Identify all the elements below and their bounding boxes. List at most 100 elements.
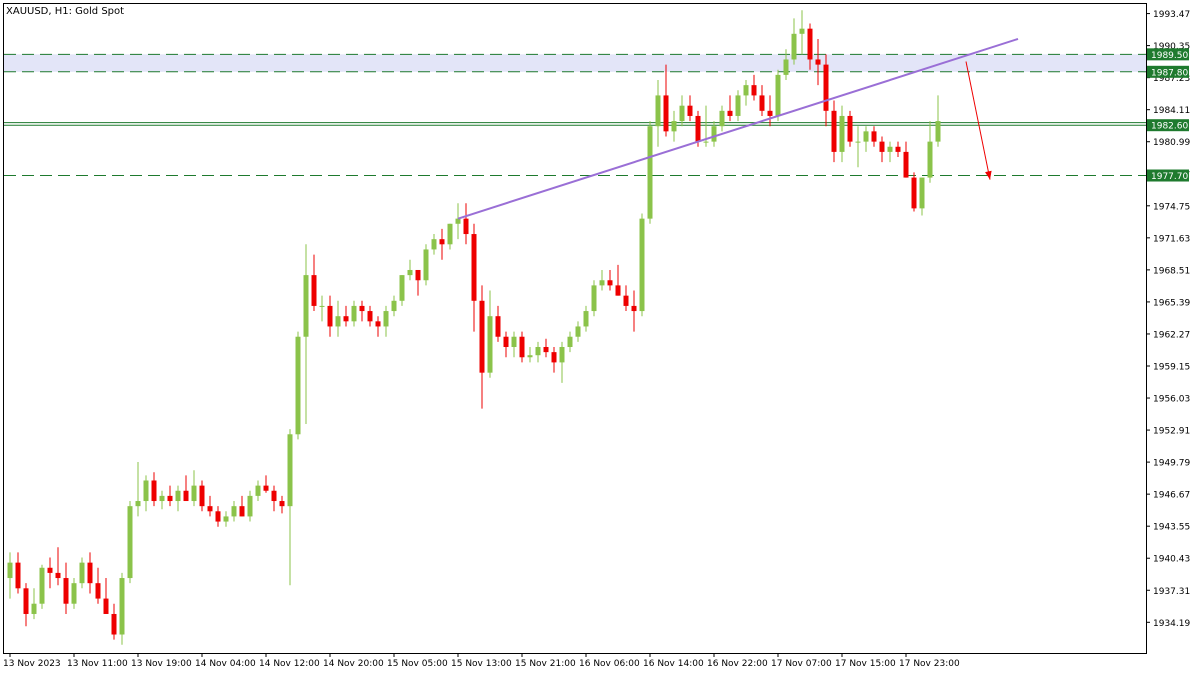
level-label-box: [1147, 169, 1189, 182]
candle-body-bull: [863, 131, 869, 142]
candle-body-bear: [623, 295, 629, 306]
candle-body-bear: [151, 480, 157, 502]
price-tick-label: 1971.63: [1153, 234, 1190, 244]
candle-body-bear: [631, 305, 637, 312]
candle-body-bull: [231, 506, 237, 517]
candle-body-bull: [935, 121, 941, 142]
candle-body-bull: [119, 578, 125, 635]
candle-body-bull: [567, 336, 573, 347]
level-label-text: 1982.60: [1151, 122, 1188, 132]
time-axis[interactable]: 13 Nov 2023 13 Nov 11:00 13 Nov 19:00 14 No…: [3, 653, 960, 669]
candle-body-bear: [15, 562, 21, 589]
candle-body-bull: [351, 305, 357, 322]
candle-body-bear: [279, 501, 285, 507]
candle-body-bull: [143, 480, 149, 502]
candle-body-bull: [855, 141, 861, 143]
candle-body-bull: [927, 141, 933, 178]
price-tick-label: 1965.39: [1153, 298, 1190, 308]
candle-body-bear: [327, 305, 333, 327]
candle-body-bear: [271, 490, 277, 502]
candle-body-bear: [503, 336, 509, 347]
candle-body-bull: [799, 28, 805, 34]
candle-body-bear: [831, 110, 837, 152]
candle-body-bear: [759, 95, 765, 111]
candle-body-bear: [663, 95, 669, 132]
candle-body-bear: [167, 495, 173, 502]
price-tick-label: 1962.27: [1153, 330, 1190, 340]
candle-body-bear: [895, 146, 901, 152]
candle-body-bear: [615, 285, 621, 296]
candle-body-bull: [423, 249, 429, 281]
price-axis[interactable]: 1993.47 1990.35 1987.23 1984.11 1980.99 1977.…: [1146, 10, 1190, 629]
candle-body-bull: [383, 311, 389, 327]
candle-body-bull: [791, 33, 797, 60]
candle-body-bull: [247, 495, 253, 517]
candle-body-bull: [511, 336, 517, 347]
trendline-layer[interactable]: [457, 37, 1019, 220]
candle-body-bear: [87, 562, 93, 584]
candle-body-bull: [39, 567, 45, 604]
time-tick-label: 13 Nov 11:00: [67, 659, 128, 669]
candle-body-bull: [775, 74, 781, 116]
supply-zone-layer: [4, 54, 1146, 72]
level-label-text: 1987.80: [1151, 68, 1188, 78]
candle-body-bull: [919, 177, 925, 209]
candle-body-bear: [239, 506, 245, 517]
resistance-zone: [4, 54, 1146, 72]
candle-body-bear: [215, 511, 221, 522]
time-tick-label: 16 Nov 14:00: [643, 659, 704, 669]
candle-body-bull: [679, 105, 685, 122]
candle-body-bear: [63, 578, 69, 604]
price-tick-label: 1993.47: [1153, 10, 1190, 20]
candle-body-bull: [303, 275, 309, 337]
candle-body-bull: [535, 346, 541, 356]
candle-body-bull: [887, 146, 893, 152]
price-tick-label: 1949.79: [1153, 459, 1190, 469]
candle-body-bull: [703, 141, 709, 143]
candle-body-bear: [95, 583, 101, 599]
candle-body-bull: [719, 110, 725, 127]
candle-body-bear: [439, 239, 445, 245]
candle-body-bull: [319, 305, 325, 307]
candle-body-bear: [199, 485, 205, 507]
candle-body-bear: [207, 506, 213, 512]
time-tick-label: 14 Nov 12:00: [259, 659, 320, 669]
price-tick-label: 1980.99: [1153, 138, 1190, 148]
candle-body-bear: [311, 275, 317, 306]
level-label-box: [1147, 119, 1189, 132]
candle-body-bear: [375, 321, 381, 327]
candle-body-bull: [223, 516, 229, 522]
candle-body-bear: [263, 485, 269, 491]
candle-body-bear: [479, 300, 485, 373]
time-tick-label: 13 Nov 2023: [3, 659, 61, 669]
level-lines-layer: [4, 53, 1146, 177]
candle-body-bear: [359, 305, 365, 312]
candle-body-bull: [487, 316, 493, 373]
candle-body-bear: [807, 28, 813, 60]
candle-body-bull: [391, 300, 397, 312]
time-tick-label: 14 Nov 04:00: [195, 659, 256, 669]
candle-body-bull: [287, 434, 293, 507]
candle-body-bear: [367, 311, 373, 322]
candle-body-bull: [671, 121, 677, 132]
candle-body-bull: [335, 316, 341, 327]
candle-body-bull: [447, 223, 453, 245]
candle-body-bear: [103, 598, 109, 614]
forecast-arrow-line: [965, 61, 991, 180]
candle-body-bull: [455, 218, 461, 224]
price-tick-label: 1943.55: [1153, 523, 1190, 533]
time-tick-label: 15 Nov 05:00: [387, 659, 448, 669]
candle-body-bull: [127, 506, 133, 579]
candle-body-bull: [159, 495, 165, 502]
candle-body-bull: [31, 603, 37, 614]
candle-body-bull: [639, 218, 645, 312]
candle-body-bear: [343, 316, 349, 322]
price-tick-label: 1946.67: [1153, 491, 1190, 501]
price-tick-label: 1987.23: [1153, 74, 1190, 84]
price-tick-label: 1984.11: [1153, 106, 1190, 116]
level-label-box: [1147, 65, 1189, 78]
level-price-labels: 1989.50 1987.80 1982.60 1977.70: [1147, 48, 1189, 182]
